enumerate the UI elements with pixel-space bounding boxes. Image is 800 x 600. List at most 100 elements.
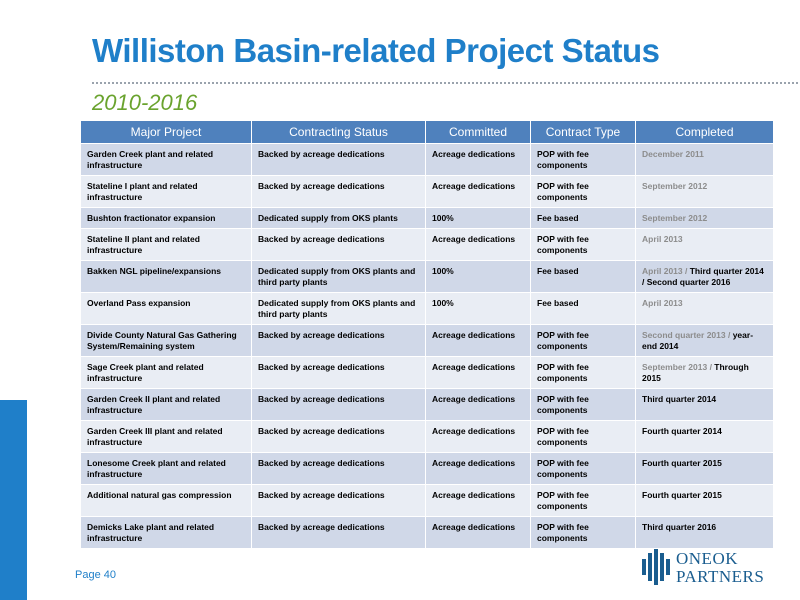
table-cell: Acreage dedications bbox=[425, 452, 531, 485]
column-header: Major Project bbox=[80, 120, 252, 144]
table-row: Divide County Natural Gas Gathering Syst… bbox=[80, 324, 774, 357]
table-row: Demicks Lake plant and related infrastru… bbox=[80, 516, 774, 549]
table-cell: Overland Pass expansion bbox=[80, 292, 252, 325]
table-body: Garden Creek plant and related infrastru… bbox=[80, 143, 774, 549]
completed-part: Fourth quarter 2015 bbox=[642, 490, 722, 500]
completed-cell: Second quarter 2013 / year-end 2014 bbox=[635, 324, 774, 357]
completed-part: September 2013 / bbox=[642, 362, 715, 372]
column-header: Completed bbox=[635, 120, 774, 144]
table-cell: Additional natural gas compression bbox=[80, 484, 252, 517]
table-cell: Lonesome Creek plant and related infrast… bbox=[80, 452, 252, 485]
table-cell: Stateline I plant and related infrastruc… bbox=[80, 175, 252, 208]
table-cell: Acreage dedications bbox=[425, 143, 531, 176]
table-row: Garden Creek II plant and related infras… bbox=[80, 388, 774, 421]
table-cell: Demicks Lake plant and related infrastru… bbox=[80, 516, 252, 549]
column-header: Contracting Status bbox=[251, 120, 426, 144]
completed-part: April 2013 bbox=[642, 234, 683, 244]
completed-cell: Third quarter 2014 bbox=[635, 388, 774, 421]
table-row: Stateline I plant and related infrastruc… bbox=[80, 175, 774, 208]
table-cell: Backed by acreage dedications bbox=[251, 452, 426, 485]
table-cell: Backed by acreage dedications bbox=[251, 388, 426, 421]
logo-line: PARTNERS bbox=[676, 567, 765, 586]
table-cell: Acreage dedications bbox=[425, 175, 531, 208]
completed-cell: April 2013 bbox=[635, 228, 774, 261]
table-row: Overland Pass expansion Dedicated supply … bbox=[80, 292, 774, 325]
table-cell: Sage Creek plant and related infrastruct… bbox=[80, 356, 252, 389]
table-cell: POP with fee components bbox=[530, 420, 636, 453]
table-cell: Acreage dedications bbox=[425, 324, 531, 357]
table-cell: Backed by acreage dedications bbox=[251, 175, 426, 208]
table-cell: Stateline II plant and related infrastru… bbox=[80, 228, 252, 261]
completed-part: Fourth quarter 2015 bbox=[642, 458, 722, 468]
completed-cell: December 2011 bbox=[635, 143, 774, 176]
completed-cell: September 2012 bbox=[635, 175, 774, 208]
table-cell: POP with fee components bbox=[530, 143, 636, 176]
table-cell: Divide County Natural Gas Gathering Syst… bbox=[80, 324, 252, 357]
logo-line: ONEOK bbox=[676, 549, 738, 568]
completed-part: Fourth quarter 2014 bbox=[642, 426, 722, 436]
table-cell: Acreage dedications bbox=[425, 484, 531, 517]
subtitle: 2010-2016 bbox=[92, 90, 198, 115]
completed-part: September 2012 bbox=[642, 181, 708, 191]
table-row: Additional natural gas compression Backed… bbox=[80, 484, 774, 517]
table-cell: Dedicated supply from OKS plants and thi… bbox=[251, 260, 426, 293]
table-cell: POP with fee components bbox=[530, 452, 636, 485]
table-cell: Dedicated supply from OKS plants bbox=[251, 207, 426, 229]
project-table: Major Project Contracting Status Committed… bbox=[80, 120, 774, 549]
table-cell: POP with fee components bbox=[530, 356, 636, 389]
table-cell: Backed by acreage dedications bbox=[251, 228, 426, 261]
completed-cell: September 2013 / Through 2015 bbox=[635, 356, 774, 389]
completed-cell: Fourth quarter 2014 bbox=[635, 420, 774, 453]
table-row: Garden Creek plant and related infrastru… bbox=[80, 143, 774, 176]
table-row: Bakken NGL pipeline/expansions Dedicated … bbox=[80, 260, 774, 293]
table-cell: Garden Creek plant and related infrastru… bbox=[80, 143, 252, 176]
table-cell: Backed by acreage dedications bbox=[251, 484, 426, 517]
title: Williston Basin-related Project Status bbox=[92, 32, 660, 69]
completed-cell: April 2013 / Third quarter 2014 / Second… bbox=[635, 260, 774, 293]
table-cell: POP with fee components bbox=[530, 324, 636, 357]
completed-part: Through 2015 bbox=[642, 362, 749, 383]
completed-cell: April 2013 bbox=[635, 292, 774, 325]
table-cell: Garden Creek III plant and related infra… bbox=[80, 420, 252, 453]
table-cell: Acreage dedications bbox=[425, 356, 531, 389]
divider bbox=[92, 82, 798, 84]
table-cell: Backed by acreage dedications bbox=[251, 420, 426, 453]
completed-part: December 2011 bbox=[642, 149, 704, 159]
completed-cell: Fourth quarter 2015 bbox=[635, 484, 774, 517]
table-row: Garden Creek III plant and related infra… bbox=[80, 420, 774, 453]
table-cell: Bakken NGL pipeline/expansions bbox=[80, 260, 252, 293]
table-cell: 100% bbox=[425, 260, 531, 293]
column-header: Contract Type bbox=[530, 120, 636, 144]
table-cell: Fee based bbox=[530, 207, 636, 229]
logo-icon bbox=[642, 549, 670, 585]
completed-part: Second quarter 2013 / bbox=[642, 330, 733, 340]
table-cell: POP with fee components bbox=[530, 175, 636, 208]
completed-part: September 2012 bbox=[642, 213, 708, 223]
header-row: Major Project Contracting Status Committed… bbox=[80, 120, 774, 144]
table-cell: 100% bbox=[425, 292, 531, 325]
table-cell: Acreage dedications bbox=[425, 228, 531, 261]
table-cell: Bushton fractionator expansion bbox=[80, 207, 252, 229]
table-cell: Backed by acreage dedications bbox=[251, 516, 426, 549]
completed-part: year-end 2014 bbox=[642, 330, 754, 351]
completed-part: Third quarter 2014 / Second quarter 2016 bbox=[642, 266, 764, 287]
table-cell: Dedicated supply from OKS plants and thi… bbox=[251, 292, 426, 325]
page-number: Page 40 bbox=[75, 569, 116, 581]
table-row: Bushton fractionator expansion Dedicated … bbox=[80, 207, 774, 229]
table-cell: Fee based bbox=[530, 292, 636, 325]
completed-part: April 2013 bbox=[642, 298, 683, 308]
completed-cell: Fourth quarter 2015 bbox=[635, 452, 774, 485]
table-cell: POP with fee components bbox=[530, 228, 636, 261]
completed-part: April 2013 / bbox=[642, 266, 690, 276]
table-cell: Acreage dedications bbox=[425, 420, 531, 453]
table-cell: Acreage dedications bbox=[425, 516, 531, 549]
table-row: Stateline II plant and related infrastru… bbox=[80, 228, 774, 261]
table-cell: Backed by acreage dedications bbox=[251, 324, 426, 357]
completed-cell: Third quarter 2016 bbox=[635, 516, 774, 549]
table-cell: POP with fee components bbox=[530, 388, 636, 421]
table-cell: Fee based bbox=[530, 260, 636, 293]
table-row: Lonesome Creek plant and related infrast… bbox=[80, 452, 774, 485]
column-header: Committed bbox=[425, 120, 531, 144]
table-cell: Backed by acreage dedications bbox=[251, 143, 426, 176]
table-cell: POP with fee components bbox=[530, 484, 636, 517]
